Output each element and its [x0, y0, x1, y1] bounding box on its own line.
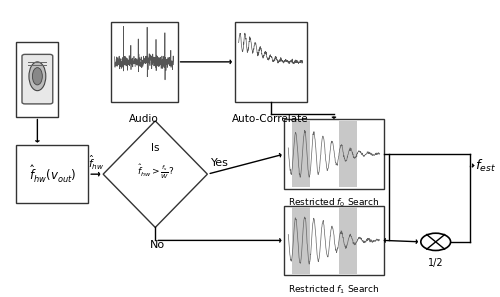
FancyBboxPatch shape [22, 54, 53, 104]
Bar [284, 119, 384, 189]
Ellipse shape [32, 68, 42, 85]
Bar [292, 207, 310, 274]
Text: No: No [150, 240, 166, 250]
Text: 1/2: 1/2 [428, 258, 444, 268]
Ellipse shape [29, 62, 46, 91]
Text: Restricted $f_0$ Search: Restricted $f_0$ Search [288, 197, 380, 209]
Bar [16, 145, 88, 203]
Bar [339, 207, 357, 274]
Text: Restricted $f_1$ Search: Restricted $f_1$ Search [288, 283, 380, 296]
Text: $\hat{f}_{hw} > \frac{f_s}{W}$?: $\hat{f}_{hw} > \frac{f_s}{W}$? [136, 162, 174, 181]
Text: $\hat{f}_{hw}$: $\hat{f}_{hw}$ [88, 154, 104, 172]
Bar [339, 121, 357, 187]
Text: Audio: Audio [129, 114, 159, 124]
Text: $f_{est}$: $f_{est}$ [475, 157, 496, 173]
Text: $\hat{f}_{hw}(v_{out})$: $\hat{f}_{hw}(v_{out})$ [28, 164, 76, 185]
Polygon shape [103, 121, 208, 228]
Text: Yes: Yes [211, 158, 228, 168]
Bar [16, 42, 58, 117]
Bar [110, 22, 178, 102]
Bar [284, 206, 384, 275]
Bar [234, 22, 306, 102]
Text: Auto-Correlate: Auto-Correlate [232, 114, 309, 124]
Bar [292, 121, 310, 187]
Circle shape [421, 233, 450, 250]
Text: Is: Is [151, 143, 160, 153]
